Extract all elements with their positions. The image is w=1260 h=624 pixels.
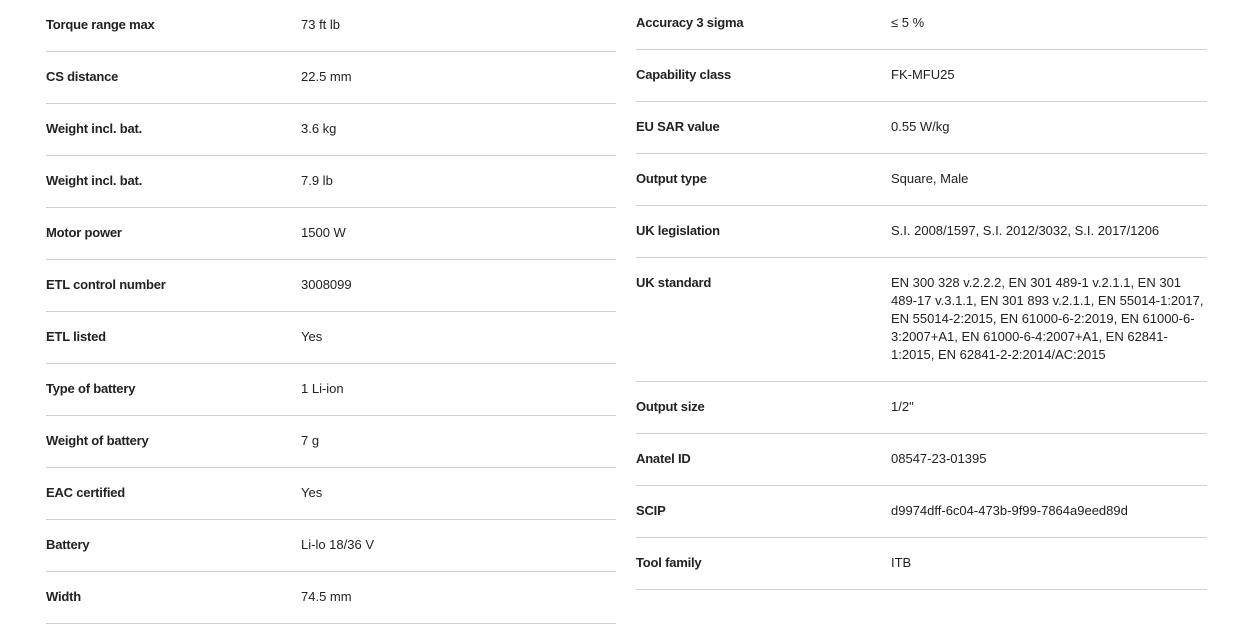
spec-row: Battery Li-lo 18/36 V [46,520,616,572]
spec-row: Capability class FK-MFU25 [636,50,1207,102]
spec-value: 74.5 mm [301,589,352,604]
spec-row: Weight incl. bat. 3.6 kg [46,104,616,156]
spec-row: Tool family ITB [636,538,1207,590]
spec-value: Square, Male [891,171,969,186]
spec-label: Torque range max [46,17,155,32]
spec-label: ETL listed [46,329,106,344]
spec-value: 7.9 lb [301,173,333,188]
spec-value: ≤ 5 % [891,15,925,30]
spec-value: Yes [301,485,323,500]
spec-value: 1500 W [301,225,346,240]
spec-row: SCIP d9974dff-6c04-473b-9f99-7864a9eed89d [636,486,1207,538]
spec-value: d9974dff-6c04-473b-9f99-7864a9eed89d [891,503,1128,518]
spec-label: EAC certified [46,485,126,500]
spec-label: Weight incl. bat. [46,121,143,136]
spec-label: Type of battery [46,381,136,396]
spec-row: Output type Square, Male [636,154,1207,206]
spec-value: 3008099 [301,277,352,292]
spec-value: 1/2" [891,399,914,414]
spec-row: EAC certified Yes [46,468,616,520]
spec-row: Width 74.5 mm [46,572,616,624]
spec-label: Battery [46,537,90,552]
spec-value: 73 ft lb [301,17,341,32]
spec-value: EN 300 328 v.2.2.2, EN 301 489-1 v.2.1.1… [891,275,1204,362]
spec-value: Yes [301,329,323,344]
spec-row: ETL listed Yes [46,312,616,364]
spec-label: UK legislation [636,223,720,238]
spec-row: ETL control number 3008099 [46,260,616,312]
spec-value: 22.5 mm [301,69,352,84]
spec-label: UK standard [636,275,712,290]
spec-row: Torque range max 73 ft lb [46,0,616,52]
spec-value: Li-lo 18/36 V [301,537,374,552]
spec-label: CS distance [46,69,119,84]
spec-label: Accuracy 3 sigma [636,15,744,30]
spec-row: CS distance 22.5 mm [46,52,616,104]
spec-value: 1 Li-ion [301,381,344,396]
spec-table-right: Accuracy 3 sigma ≤ 5 % Capability class FK-… [636,0,1207,590]
spec-value: 0.55 W/kg [891,119,950,134]
spec-label: Capability class [636,67,732,82]
spec-value: FK-MFU25 [891,67,955,82]
spec-row: Motor power 1500 W [46,208,616,260]
spec-label: Motor power [46,225,122,240]
spec-label: Width [46,589,81,604]
spec-row: Anatel ID 08547-23-01395 [636,434,1207,486]
spec-value: 08547-23-01395 [891,451,987,466]
spec-label: Output size [636,399,705,414]
spec-label: Output type [636,171,707,186]
spec-label: SCIP [636,503,666,518]
spec-row: UK standard EN 300 328 v.2.2.2, EN 301 48… [636,258,1207,382]
spec-label: Weight incl. bat. [46,173,143,188]
spec-table-left: Torque range max 73 ft lb CS distance 22.5 … [46,0,616,624]
spec-label: Weight of battery [46,433,149,448]
spec-row: Weight of battery 7 g [46,416,616,468]
spec-label: Anatel ID [636,451,691,466]
spec-label: Tool family [636,555,702,570]
spec-row: Output size 1/2" [636,382,1207,434]
spec-value: ITB [891,555,912,570]
spec-row: Type of battery 1 Li-ion [46,364,616,416]
spec-value: S.I. 2008/1597, S.I. 2012/3032, S.I. 201… [891,223,1160,238]
spec-row: Accuracy 3 sigma ≤ 5 % [636,0,1207,50]
spec-label: ETL control number [46,277,166,292]
spec-value: 3.6 kg [301,121,337,136]
spec-value: 7 g [301,433,320,448]
spec-row: Weight incl. bat. 7.9 lb [46,156,616,208]
spec-row: UK legislation S.I. 2008/1597, S.I. 2012/… [636,206,1207,258]
spec-label: EU SAR value [636,119,720,134]
spec-row: EU SAR value 0.55 W/kg [636,102,1207,154]
